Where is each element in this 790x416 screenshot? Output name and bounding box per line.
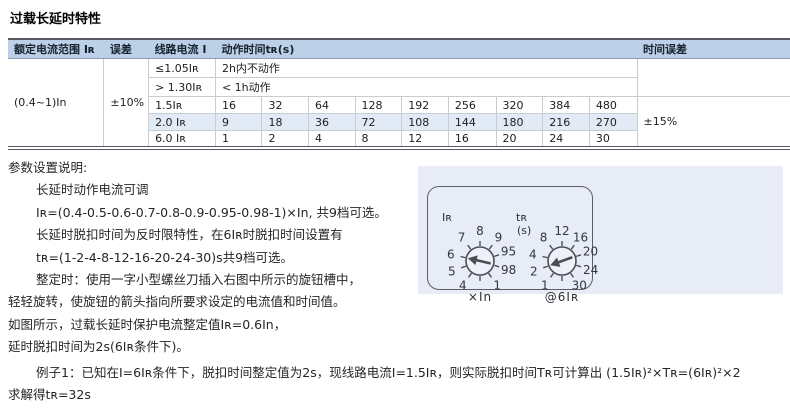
- note-line: 如图所示，过载长延时保护电流整定值Iʀ=0.6In，: [8, 316, 287, 332]
- note-result-line: 求解得tʀ=32s: [8, 386, 91, 402]
- value-cell: 144: [447, 113, 497, 131]
- value-cell: 18: [261, 113, 310, 131]
- svg-text:95: 95: [501, 245, 516, 259]
- svg-text:8: 8: [476, 224, 484, 238]
- value-cell: 9: [214, 113, 263, 131]
- value-cell: 16: [214, 96, 263, 114]
- table-row: 6.0 Iʀ 1 2 4 8 12 16 20 24 30: [8, 130, 790, 149]
- note-line: 整定时：使用一字小型螺丝刀插入右图中所示的旋钮槽中，: [36, 271, 362, 287]
- svg-text:2: 2: [530, 264, 538, 278]
- current-cell: ≤1.05Iʀ: [148, 58, 216, 78]
- current-dial-caption: ×In: [467, 290, 493, 304]
- value-cell: 24: [542, 130, 590, 149]
- time-dial-label: tʀ: [516, 211, 527, 224]
- value-cell: 1: [214, 130, 263, 149]
- value-cell: 180: [495, 113, 544, 131]
- current-cell: > 1.30Iʀ: [148, 77, 216, 97]
- value-cell: 20: [495, 130, 544, 149]
- value-cell: 256: [447, 96, 497, 114]
- table-row: 2.0 Iʀ 9 18 36 72 108 144 180 216 270: [8, 113, 790, 131]
- action-text-cell: 2h内不动作: [214, 58, 638, 78]
- note-example-line: 例子1：已知在I=6Iʀ条件下，脱扣时间整定值为2s，现线路电流I=1.5Iʀ，…: [36, 364, 741, 380]
- header-action-time: 动作时间tʀ(s): [215, 38, 638, 59]
- parameter-notes: 参数设置说明: 长延时动作电流可调 Iʀ=(0.4-0.5-0.6-0.7-0.…: [8, 157, 786, 406]
- svg-text:30: 30: [572, 279, 587, 293]
- current-dial-label: Iʀ: [442, 211, 452, 224]
- table-row: 1.5Iʀ 16 32 64 128 192 256 320 384 480 ±…: [8, 96, 790, 149]
- page-title: 过载长延时特性: [10, 12, 102, 27]
- svg-text:1: 1: [541, 279, 549, 293]
- value-cell: 384: [542, 96, 590, 114]
- error-cell: ±10%: [103, 58, 150, 149]
- dial-outline-box: Iʀ tʀ (s) 8 9 95 98 1 4 5 6 7 12 16 20 24 30 1 2 4 8 ×In…: [427, 186, 598, 304]
- value-cell: 32: [261, 96, 310, 114]
- svg-text:5: 5: [448, 264, 456, 278]
- svg-text:4: 4: [459, 279, 467, 293]
- current-cell: 2.0 Iʀ: [148, 113, 216, 131]
- svg-text:1: 1: [493, 279, 501, 293]
- svg-text:6: 6: [447, 247, 455, 261]
- value-cell: 8: [354, 130, 403, 149]
- note-line: Iʀ=(0.4-0.5-0.6-0.7-0.8-0.9-0.95-0.98-1)…: [36, 204, 387, 220]
- value-cell: 36: [308, 113, 356, 131]
- svg-text:8: 8: [540, 230, 548, 244]
- value-cell: 4: [308, 130, 356, 149]
- value-cell: 30: [588, 130, 638, 149]
- table-header-row: 额定电流范围 Iʀ 误差 线路电流 I 动作时间tʀ(s) 时间误差: [8, 38, 790, 59]
- current-cell: 1.5Iʀ: [148, 96, 216, 114]
- value-cell: 108: [401, 113, 449, 131]
- header-time-error: 时间误差: [637, 38, 790, 59]
- time-dial-unit-label: (s): [517, 224, 532, 237]
- svg-text:7: 7: [458, 230, 466, 244]
- value-cell: 72: [354, 113, 403, 131]
- time-error-empty-cell: [636, 58, 790, 97]
- note-line: 长延时动作电流可调: [36, 182, 149, 198]
- action-text-cell: < 1h动作: [214, 77, 638, 97]
- svg-text:9: 9: [495, 230, 503, 244]
- current-setting-knob: 8 995 981 45 67: [447, 224, 516, 293]
- time-dial-caption: @6Iʀ: [544, 290, 580, 304]
- svg-text:98: 98: [501, 263, 516, 277]
- value-cell: 12: [401, 130, 449, 149]
- value-cell: 64: [308, 96, 356, 114]
- svg-text:12: 12: [554, 224, 569, 238]
- time-error-cell: ±15%: [636, 96, 790, 149]
- header-error: 误差: [103, 38, 149, 59]
- value-cell: 16: [447, 130, 497, 149]
- svg-text:24: 24: [583, 263, 598, 277]
- note-line: 轻轻旋转，使旋钮的箭头指向所要求设定的电流值和时间值。: [8, 294, 346, 310]
- note-line: 长延时脱扣时间为反时限特性，在6Iʀ时脱扣时间设置有: [36, 227, 343, 243]
- svg-text:20: 20: [583, 245, 598, 259]
- table-row: (0.4~1)In ±10% ≤1.05Iʀ 2h内不动作: [7, 58, 790, 149]
- value-cell: 270: [588, 113, 638, 131]
- value-cell: 128: [354, 96, 403, 114]
- dial-figure-panel: Iʀ tʀ (s) 8 9 95 98 1 4 5 6 7 12 16 20 24 30 1 2 4 8 ×In…: [418, 166, 783, 304]
- value-cell: 480: [588, 96, 638, 114]
- rated-range-cell: (0.4~1)In: [7, 58, 105, 149]
- header-line-current: 线路电流 I: [148, 38, 216, 59]
- value-cell: 192: [401, 96, 449, 114]
- svg-text:16: 16: [573, 230, 588, 244]
- notes-heading: 参数设置说明:: [8, 160, 88, 175]
- note-line: 延时脱扣时间为2s(6Iʀ条件下)。: [8, 339, 189, 355]
- header-rated-range: 额定电流范围 Iʀ: [8, 38, 104, 59]
- current-cell: 6.0 Iʀ: [148, 130, 216, 149]
- value-cell: 216: [542, 113, 590, 131]
- note-line: tʀ=(1-2-4-8-12-16-20-24-30)s共9档可选。: [36, 249, 294, 265]
- value-cell: 320: [495, 96, 544, 114]
- overload-spec-table: 额定电流范围 Iʀ 误差 线路电流 I 动作时间tʀ(s) 时间误差 (0.4~…: [7, 38, 790, 150]
- value-cell: 2: [261, 130, 310, 149]
- svg-text:4: 4: [529, 247, 537, 261]
